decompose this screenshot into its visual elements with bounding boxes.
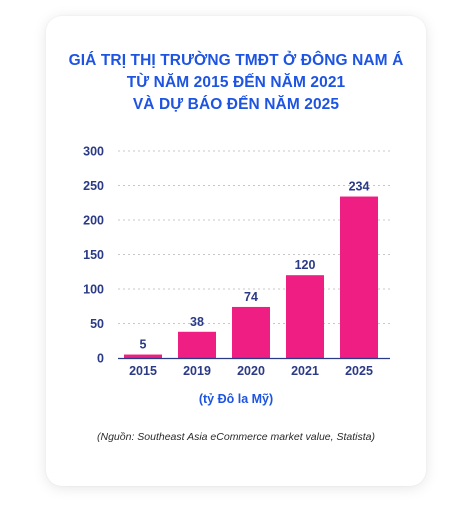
y-tick-label: 200 — [83, 214, 104, 228]
data-label: 234 — [349, 180, 370, 194]
data-label: 38 — [190, 315, 204, 329]
title-line-2: TỪ NĂM 2015 ĐẾN NĂM 2021 — [126, 74, 346, 91]
data-label: 74 — [244, 290, 258, 304]
x-tick-label: 2021 — [291, 364, 319, 378]
y-tick-label: 0 — [97, 352, 104, 366]
data-label: 120 — [295, 258, 316, 272]
bar — [124, 354, 162, 358]
y-tick-label: 300 — [83, 145, 104, 159]
x-tick-label: 2025 — [345, 364, 373, 378]
y-tick-label: 50 — [90, 317, 104, 331]
bar-chart: 0 50 100 150 200 250 300 5 2015 38 2019 74 2020 120 20… — [83, 145, 390, 378]
unit-label: (tỷ Đô la Mỹ) — [198, 392, 274, 406]
title-line-1: GIÁ TRỊ THỊ TRƯỜNG TMĐT Ở ĐÔNG NAM Á — [68, 52, 404, 69]
title-line-3: VÀ DỰ BÁO ĐẾN NĂM 2025 — [132, 96, 340, 113]
bar — [286, 275, 324, 358]
y-tick-label: 250 — [83, 179, 104, 193]
bar — [232, 306, 270, 358]
chart-title: GIÁ TRỊ THỊ TRƯỜNG TMĐT Ở ĐÔNG NAM Á TỪ … — [46, 50, 426, 116]
x-tick-label: 2015 — [129, 364, 157, 378]
x-tick-label: 2020 — [237, 364, 265, 378]
chart-card: GIÁ TRỊ THỊ TRƯỜNG TMĐT Ở ĐÔNG NAM Á TỪ … — [46, 16, 426, 486]
y-tick-label: 150 — [83, 248, 104, 262]
bar — [340, 196, 378, 358]
y-tick-label: 100 — [83, 283, 104, 297]
source-note: (Nguồn: Southeast Asia eCommerce market … — [97, 431, 375, 443]
x-tick-label: 2019 — [183, 364, 211, 378]
bar — [178, 331, 216, 358]
data-label: 5 — [140, 338, 147, 352]
